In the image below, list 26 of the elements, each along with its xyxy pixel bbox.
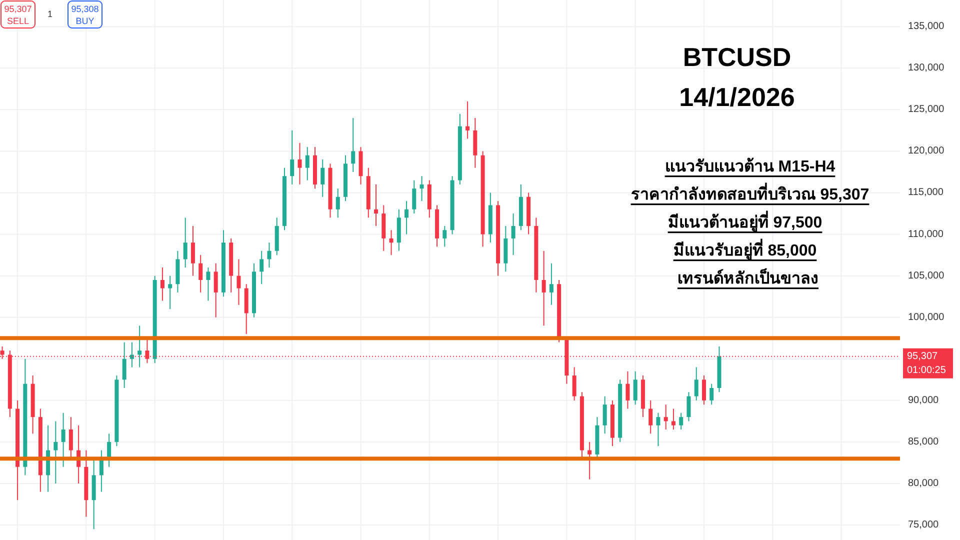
y-tick-label: 80,000 <box>908 478 940 490</box>
annotation: BUY <box>76 16 94 26</box>
annotation: ราคากำลังทดสอบที่บริเวณ 95,307 <box>630 182 870 204</box>
y-tick-label: 125,000 <box>908 104 945 116</box>
annotation: เทรนด์หลักเป็นขาลง <box>678 266 818 288</box>
ref-line-label: 95,307 <box>907 350 938 362</box>
y-tick-label: 90,000 <box>908 394 940 406</box>
annotation: แนวรับแนวต้าน M15-H4 <box>664 158 836 176</box>
text: BTCUSD <box>682 42 792 72</box>
annotation: 1 <box>47 9 53 19</box>
text: 14/1/2026 <box>679 82 795 112</box>
y-tick-label: 135,000 <box>908 21 945 32</box>
y-tick-label: 100,000 <box>908 312 945 323</box>
annotation: มีแนวรับอยู่ที่ 85,000 <box>673 238 817 262</box>
y-tick-label: 85,000 <box>908 436 940 448</box>
y-tick-label: 130,000 <box>908 62 945 74</box>
text: 01:00:25 <box>907 364 946 376</box>
annotation: 95,307 <box>4 4 32 14</box>
annotation: 95,308 <box>71 4 99 14</box>
y-tick-label: 120,000 <box>908 146 945 157</box>
y-tick-label: 75,000 <box>908 520 940 531</box>
y-tick-label: 105,000 <box>908 270 945 282</box>
annotation: มีแนวต้านอยู่ที่ 97,500 <box>668 210 822 234</box>
annotation: SELL <box>6 16 30 26</box>
y-tick-label: 110,000 <box>908 228 944 240</box>
y-tick-label: 115,000 <box>908 187 944 198</box>
